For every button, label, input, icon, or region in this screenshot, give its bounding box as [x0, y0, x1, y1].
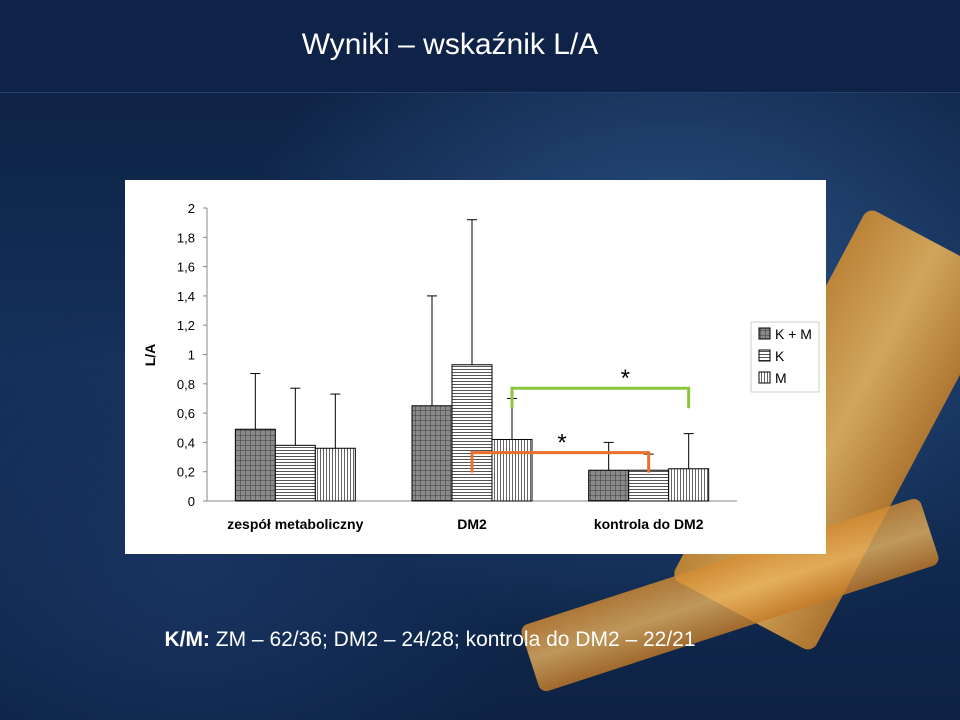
- y-tick-label: 1,4: [177, 289, 195, 304]
- y-axis-label: L/A: [142, 344, 158, 367]
- legend-label: M: [775, 370, 787, 386]
- bar-k-2: [628, 469, 670, 502]
- legend-label: K: [775, 348, 785, 364]
- bar-k-0: [274, 444, 316, 502]
- significance-bracket: [470, 451, 651, 473]
- bar-km-1: [411, 405, 453, 502]
- y-tick-label: 1: [188, 348, 195, 363]
- y-tick-label: 1,8: [177, 230, 195, 245]
- y-tick-label: 0,4: [177, 435, 195, 450]
- y-tick-label: 0,8: [177, 377, 195, 392]
- slide-title: Wyniki – wskaźnik L/A: [301, 28, 599, 61]
- footer-caption: K/M: ZM – 62/36; DM2 – 24/28; kontrola d…: [0, 628, 860, 652]
- bar-km-2: [588, 469, 630, 502]
- bar-chart: L/A 0 0,2 0,4 0,6 0,8 1 1,2 1,4 1,6 1,8 2 zespół m…: [142, 201, 820, 532]
- bar-k-1: [451, 364, 493, 502]
- legend-swatch: [758, 327, 771, 340]
- legend-swatch: [758, 371, 771, 384]
- title-band: [0, 0, 960, 93]
- y-tick-label: 2: [188, 201, 195, 216]
- significance-star: *: [557, 430, 566, 457]
- bar-m-0: [314, 447, 356, 502]
- legend-swatch: [758, 349, 771, 362]
- legend-label: K + M: [775, 326, 812, 342]
- y-tick-label: 1,2: [177, 318, 195, 333]
- chart-panel: L/A 0 0,2 0,4 0,6 0,8 1 1,2 1,4 1,6 1,8 2 zespół m…: [125, 180, 826, 554]
- footer-bold-label: K/M:: [164, 628, 210, 651]
- category-label: DM2: [457, 516, 487, 532]
- category-label: kontrola do DM2: [594, 516, 704, 532]
- significance-star: *: [621, 365, 630, 392]
- y-tick-label: 0,2: [177, 465, 195, 480]
- category-label: zespół metaboliczny: [227, 516, 363, 532]
- y-tick-label: 0: [188, 494, 195, 509]
- significance-bracket: [510, 386, 691, 409]
- y-tick-label: 1,6: [177, 260, 195, 275]
- bar-m-2: [668, 468, 710, 502]
- footer-text: ZM – 62/36; DM2 – 24/28; kontrola do DM2…: [209, 628, 696, 651]
- bar-km-0: [234, 428, 276, 502]
- bar-m-1: [491, 438, 533, 502]
- y-tick-label: 0,6: [177, 406, 195, 421]
